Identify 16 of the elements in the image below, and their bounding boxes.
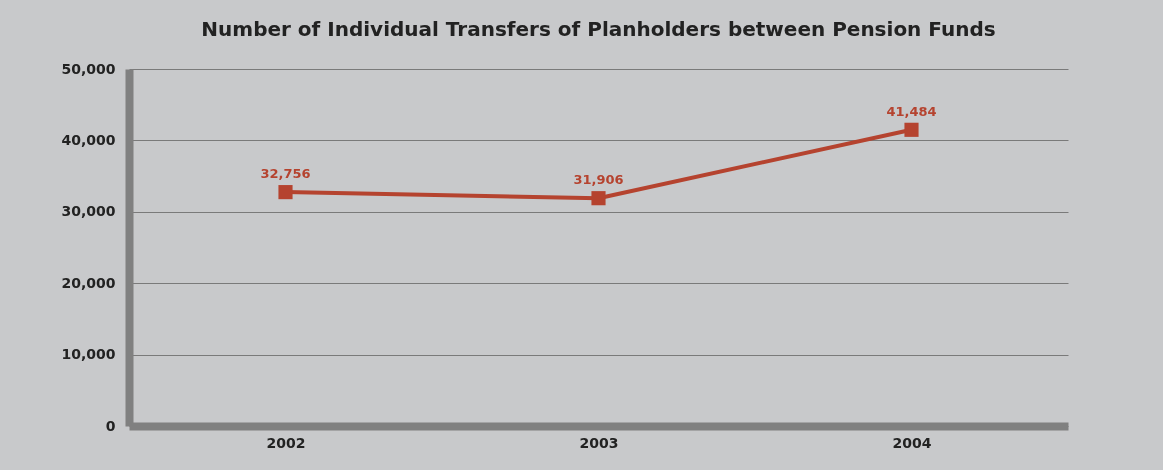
point (278, 185, 293, 200)
chart-title: Number of Individual Transfers of Planholders between Pension Funds (201, 17, 996, 41)
point (591, 191, 606, 206)
y-tick-label: 20,000 (61, 274, 116, 291)
y-tick-label: 0 (105, 417, 116, 434)
x-tick-label: 2002 (266, 434, 306, 451)
data-label: 32,756 (260, 166, 311, 182)
x-tick-label: 2003 (579, 434, 619, 451)
y-tick-label: 10,000 (61, 346, 116, 363)
y-tick-label: 40,000 (61, 131, 116, 148)
data-label: 31,906 (573, 172, 624, 188)
y-tick-label: 50,000 (61, 60, 116, 77)
point (904, 122, 919, 137)
x-tick-label: 2004 (892, 434, 932, 451)
data-label: 41,484 (886, 103, 937, 119)
y-tick-label: 30,000 (61, 203, 116, 220)
